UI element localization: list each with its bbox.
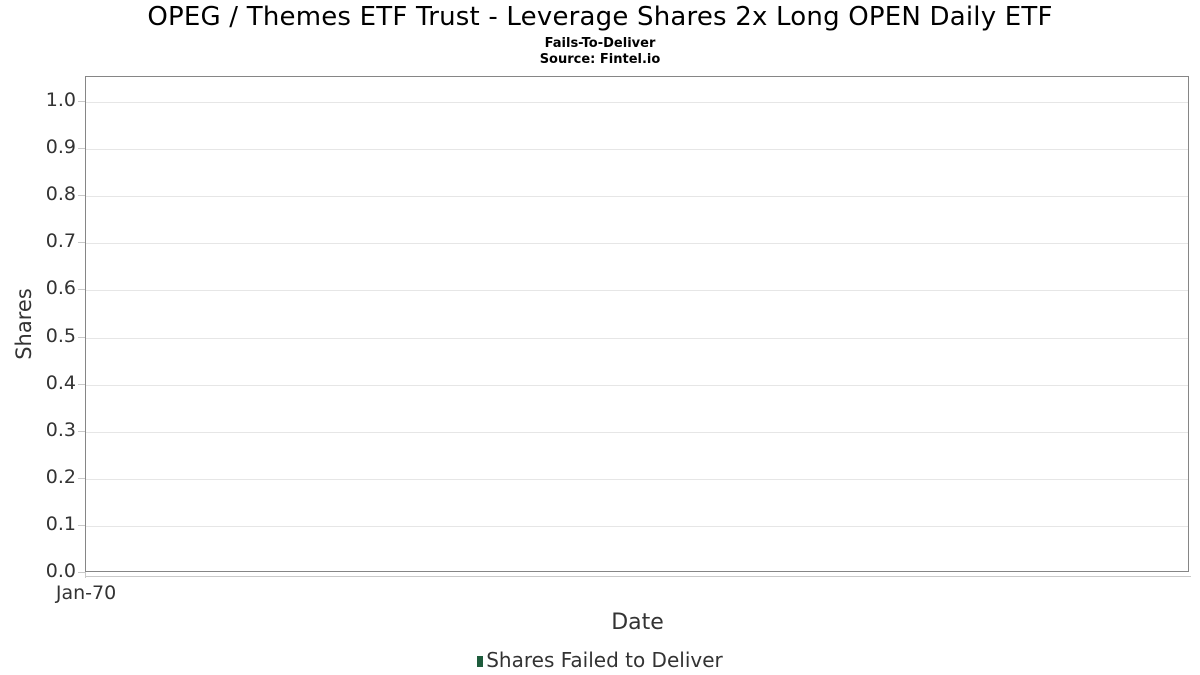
y-tick-label: 0.1 [45,513,76,536]
gridline [86,290,1188,292]
y-tick-label: 0.2 [45,465,76,488]
gridline [86,525,1188,527]
y-tick-mark [78,289,85,291]
x-axis-title: Date [611,610,664,635]
y-tick-label: 0.6 [45,277,76,300]
gridline [86,102,1188,103]
y-tick-label: 0.8 [45,183,76,206]
y-axis-title: Shares [12,288,36,360]
y-tick-label: 0.0 [45,560,76,583]
gridline [86,149,1188,151]
gridline [86,243,1188,245]
gridline [86,478,1188,480]
y-tick-mark [78,524,85,526]
y-tick-mark [78,336,85,338]
y-tick-mark [78,101,85,102]
legend: Shares Failed to Deliver [0,648,1200,672]
plot-area [85,76,1189,572]
y-tick-mark [78,477,85,479]
y-tick-label: 0.3 [45,418,76,441]
chart-subtitle: Fails-To-Deliver [544,36,656,51]
x-tick-mark [85,572,86,578]
y-tick-mark [78,148,85,150]
y-tick-mark [78,242,85,244]
y-tick-mark [78,383,85,385]
gridline [86,431,1188,433]
y-tick-mark [78,572,85,573]
y-tick-mark [78,430,85,432]
y-tick-label: 0.5 [45,324,76,347]
y-tick-mark [78,195,85,197]
gridline [86,384,1188,386]
x-tick-label: Jan-70 [55,582,117,604]
y-tick-label: 0.7 [45,230,76,253]
chart-title: OPEG / Themes ETF Trust - Leverage Share… [147,2,1053,32]
y-tick-label: 0.9 [45,136,76,159]
gridline [86,196,1188,198]
legend-marker-icon [477,655,484,667]
legend-item-shares-failed-to-deliver[interactable]: Shares Failed to Deliver [477,648,723,672]
legend-label: Shares Failed to Deliver [486,648,723,672]
y-tick-label: 1.0 [45,89,76,112]
y-tick-label: 0.4 [45,371,76,394]
gridline [86,337,1188,339]
chart-source: Source: Fintel.io [539,52,661,67]
x-axis-line [85,576,1191,577]
